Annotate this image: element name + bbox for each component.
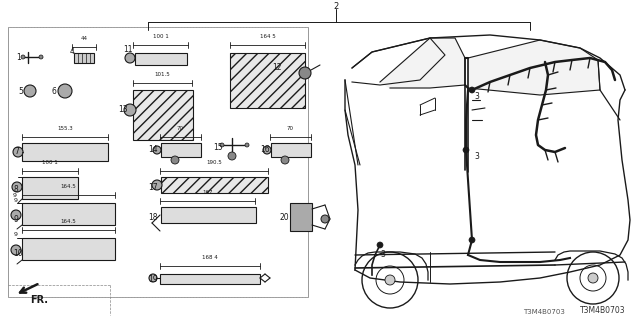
Circle shape	[153, 146, 161, 154]
Bar	[74, 53, 94, 63]
Circle shape	[171, 156, 179, 164]
Circle shape	[463, 147, 469, 153]
Circle shape	[385, 275, 395, 285]
Text: 4: 4	[70, 46, 75, 55]
Bar	[271, 143, 311, 157]
Circle shape	[228, 152, 236, 160]
Text: 164.5: 164.5	[61, 184, 76, 189]
Text: 164 5: 164 5	[260, 34, 275, 39]
Circle shape	[263, 146, 271, 154]
Circle shape	[245, 143, 249, 147]
Circle shape	[39, 55, 43, 59]
Circle shape	[149, 274, 157, 282]
Text: FR.: FR.	[30, 295, 48, 305]
Bar	[290, 203, 312, 231]
Circle shape	[125, 53, 135, 63]
Bar	[8, 27, 308, 297]
Text: 8: 8	[14, 186, 19, 195]
Circle shape	[12, 182, 22, 192]
Text: 9: 9	[14, 214, 19, 223]
Circle shape	[24, 85, 36, 97]
Text: 14: 14	[148, 146, 157, 155]
Text: 19: 19	[148, 276, 157, 284]
Bar	[22, 203, 115, 225]
Circle shape	[281, 156, 289, 164]
Text: 12: 12	[272, 62, 282, 71]
Text: 3: 3	[474, 152, 479, 161]
Bar	[133, 90, 193, 140]
Circle shape	[469, 87, 475, 93]
Circle shape	[21, 55, 25, 59]
Bar	[22, 238, 115, 260]
Text: 168 4: 168 4	[202, 255, 218, 260]
Text: 100 1: 100 1	[152, 34, 168, 39]
Text: 164.5: 164.5	[61, 219, 76, 224]
Text: 3: 3	[380, 250, 385, 259]
Circle shape	[220, 143, 224, 147]
Circle shape	[377, 242, 383, 248]
Text: 44: 44	[81, 36, 88, 41]
Text: 7: 7	[14, 148, 19, 156]
Text: 15: 15	[213, 143, 223, 153]
Bar	[22, 177, 78, 199]
Text: 155.3: 155.3	[57, 126, 73, 131]
Bar	[161, 207, 256, 223]
Text: 5: 5	[18, 86, 23, 95]
Text: 167: 167	[202, 190, 212, 195]
Text: 70: 70	[287, 126, 294, 131]
Text: 70: 70	[177, 126, 184, 131]
Circle shape	[11, 245, 21, 255]
Circle shape	[11, 210, 21, 220]
Text: 17: 17	[148, 182, 157, 191]
Text: 9: 9	[14, 197, 18, 203]
Text: 9: 9	[14, 233, 18, 237]
Text: 6: 6	[52, 86, 57, 95]
Bar	[230, 53, 305, 108]
Circle shape	[588, 273, 598, 283]
Polygon shape	[380, 38, 465, 88]
Bar	[22, 143, 108, 161]
Text: 9: 9	[13, 193, 17, 198]
Text: 190.5: 190.5	[206, 160, 222, 165]
Bar	[160, 274, 260, 284]
Polygon shape	[468, 40, 600, 95]
Text: T3M4B0703: T3M4B0703	[580, 306, 626, 315]
Bar	[135, 53, 187, 65]
Text: 20: 20	[280, 212, 290, 221]
Circle shape	[321, 215, 329, 223]
Circle shape	[469, 237, 475, 243]
Circle shape	[58, 84, 72, 98]
Text: 16: 16	[260, 146, 269, 155]
Bar	[161, 143, 201, 157]
Text: 1: 1	[16, 53, 20, 62]
Text: 13: 13	[118, 106, 127, 115]
Circle shape	[124, 104, 136, 116]
Text: T3M4B0703: T3M4B0703	[523, 309, 565, 315]
Text: 100 1: 100 1	[42, 160, 58, 165]
Circle shape	[13, 147, 23, 157]
Text: 2: 2	[333, 2, 339, 11]
Circle shape	[152, 180, 162, 190]
Bar	[161, 177, 268, 193]
Circle shape	[299, 67, 311, 79]
Text: 10: 10	[13, 250, 22, 259]
Text: 3: 3	[474, 92, 479, 101]
Text: 18: 18	[148, 212, 157, 221]
Text: 101.5: 101.5	[155, 72, 170, 77]
Text: 11: 11	[123, 45, 132, 54]
